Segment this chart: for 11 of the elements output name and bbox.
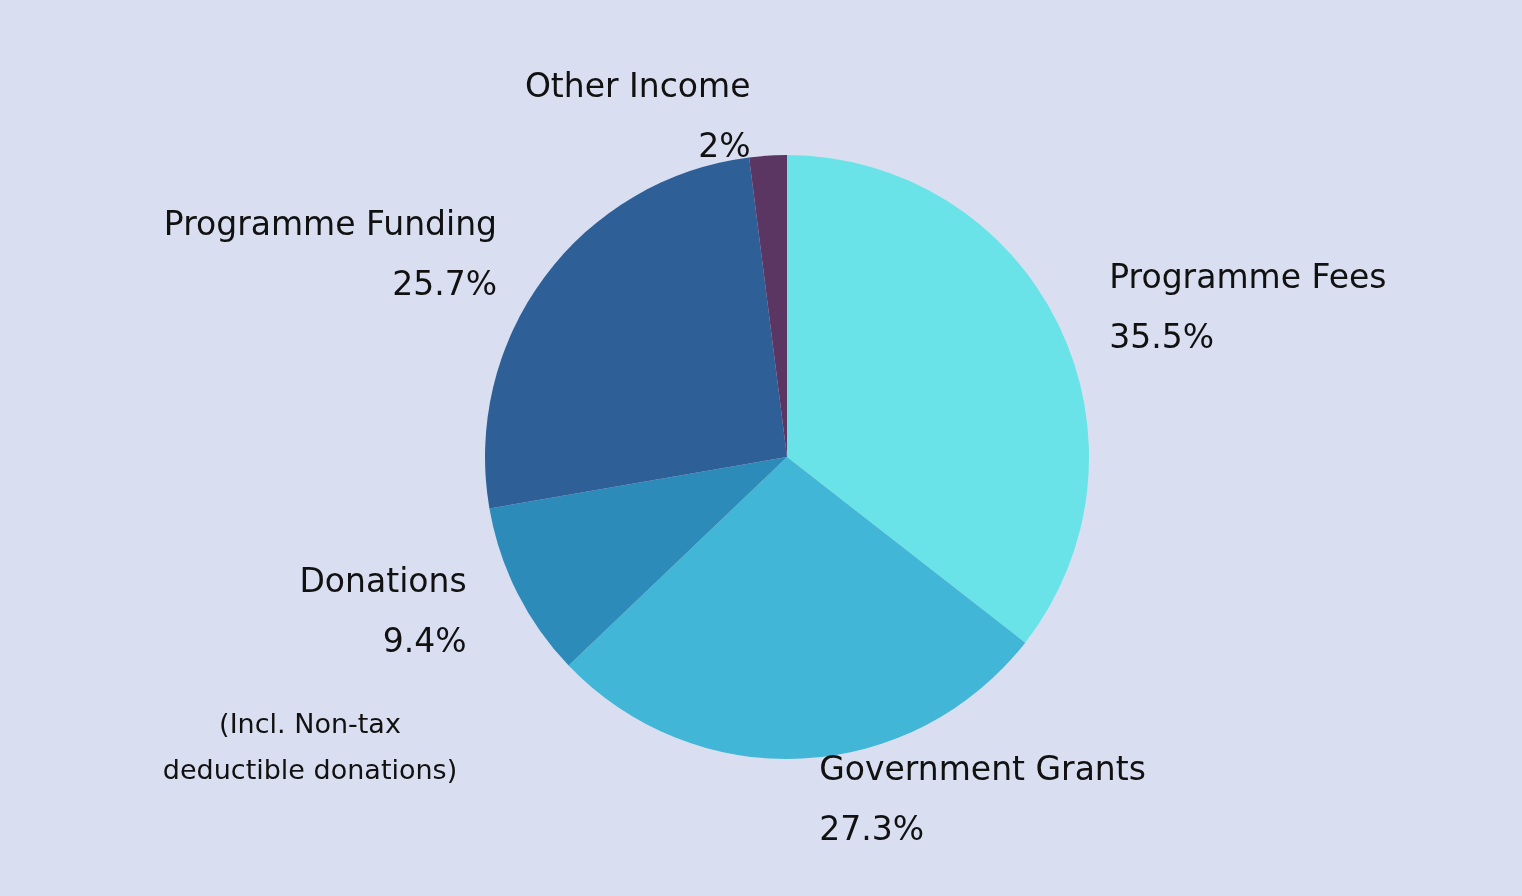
slice-label: Donations: [299, 561, 467, 601]
data-label: 9.4%: [382, 621, 467, 661]
data-label: 35.5%: [1109, 317, 1215, 357]
data-label: 2%: [698, 126, 751, 166]
data-label: 27.3%: [819, 809, 925, 849]
slice-label: Government Grants: [819, 749, 1146, 789]
slice-label: Programme Fees: [1109, 257, 1387, 297]
text: (Incl. Non-tax deductible donations): [162, 707, 458, 785]
slice-label: Other Income: [524, 66, 751, 106]
data-label: 25.7%: [392, 264, 498, 304]
slice-label: Programme Funding: [163, 204, 498, 244]
